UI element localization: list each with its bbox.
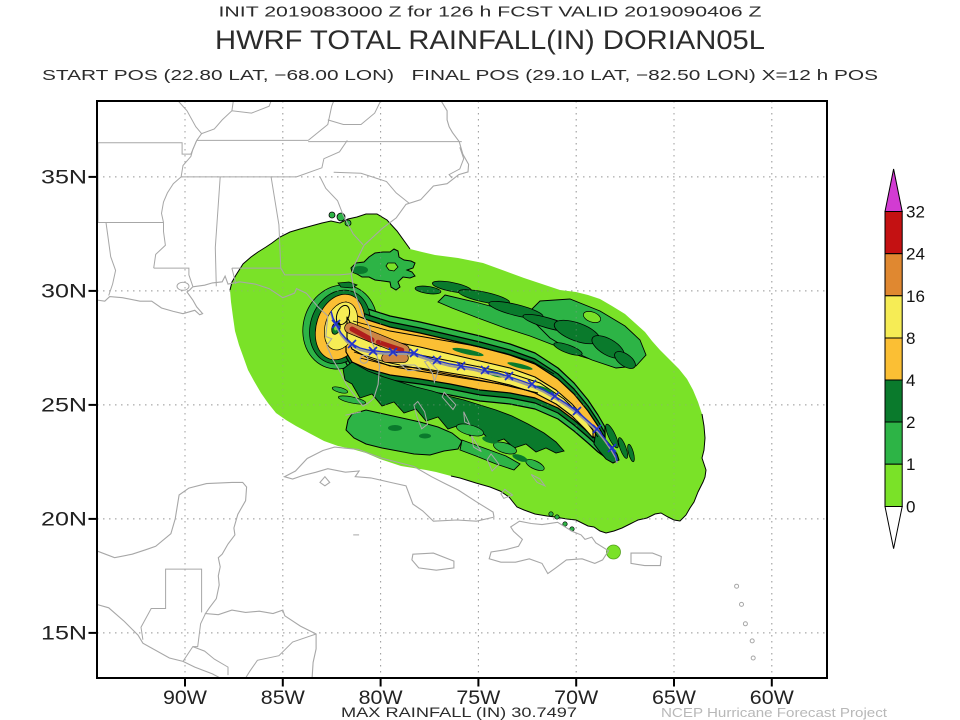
svg-text:70W: 70W xyxy=(554,688,598,709)
svg-text:INIT 2019083000 Z for 126 h FC: INIT 2019083000 Z for 126 h FCST VALID 2… xyxy=(219,4,762,21)
svg-text:20N: 20N xyxy=(41,509,87,530)
svg-text:15N: 15N xyxy=(41,623,87,644)
svg-text:24: 24 xyxy=(906,245,925,264)
svg-text:25N: 25N xyxy=(41,395,87,416)
svg-text:2: 2 xyxy=(906,413,915,432)
svg-text:1: 1 xyxy=(906,455,915,474)
svg-text:60W: 60W xyxy=(750,688,794,709)
svg-text:32: 32 xyxy=(906,203,925,222)
svg-text:80W: 80W xyxy=(359,688,403,709)
svg-text:75W: 75W xyxy=(456,688,500,709)
svg-text:30N: 30N xyxy=(41,281,87,302)
svg-text:16: 16 xyxy=(906,287,925,306)
svg-text:35N: 35N xyxy=(41,167,87,188)
svg-text:90W: 90W xyxy=(163,688,207,709)
svg-text:8: 8 xyxy=(906,329,915,348)
svg-text:MAX RAINFALL (IN) 30.7497: MAX RAINFALL (IN) 30.7497 xyxy=(341,704,577,720)
svg-text:65W: 65W xyxy=(652,688,696,709)
svg-text:4: 4 xyxy=(906,371,915,390)
svg-text:85W: 85W xyxy=(261,688,305,709)
svg-text:0: 0 xyxy=(906,498,915,517)
svg-text:START POS (22.80 LAT, −68.00 L: START POS (22.80 LAT, −68.00 LON) FINAL … xyxy=(42,67,878,84)
svg-text:NCEP Hurricane Forecast Projec: NCEP Hurricane Forecast Project xyxy=(661,705,887,720)
svg-text:HWRF TOTAL RAINFALL(IN) DORIAN: HWRF TOTAL RAINFALL(IN) DORIAN05L xyxy=(215,25,765,55)
